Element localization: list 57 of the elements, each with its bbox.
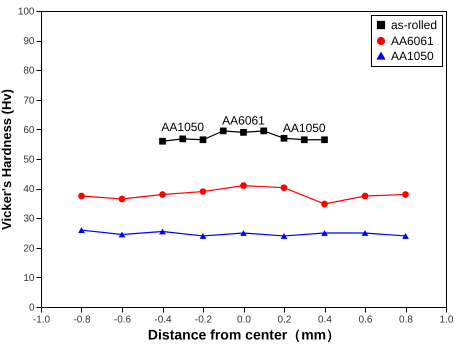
y-tick-label: 90 — [23, 36, 35, 48]
point — [321, 230, 328, 236]
point — [159, 138, 166, 145]
y-tick-label: 50 — [23, 154, 35, 166]
y-tick-label: 40 — [23, 184, 35, 196]
point — [402, 191, 409, 198]
point — [260, 128, 268, 134]
x-tick-label: 0.4 — [318, 314, 332, 326]
x-tick-label: 0.0 — [237, 314, 252, 326]
x-tick-label: -0.8 — [73, 314, 92, 326]
y-axis-title: Vicker's Hardness (Hv) — [0, 89, 14, 230]
annotation: AA1050 — [282, 120, 326, 135]
x-tick-label: -0.4 — [154, 314, 172, 326]
annotation: AA1050 — [161, 120, 204, 134]
point — [280, 134, 288, 142]
x-tick-label: 0.8 — [399, 314, 414, 326]
point — [200, 233, 206, 239]
annotation: AA6061 — [222, 113, 266, 128]
point — [78, 227, 85, 233]
y-tick-label: 10 — [23, 272, 35, 284]
point — [240, 129, 247, 136]
point — [78, 192, 85, 200]
legend-label: AA6061 — [391, 34, 434, 48]
legend-label: AA1050 — [391, 49, 434, 63]
y-tick-label: 30 — [23, 214, 35, 225]
y-tick-label: 70 — [23, 95, 35, 106]
y-tick-label: 100 — [18, 6, 35, 18]
point — [362, 192, 368, 200]
point — [300, 136, 308, 144]
x-tick-label: -1.0 — [32, 314, 51, 326]
point — [159, 228, 166, 234]
x-tick-label: 1.0 — [440, 314, 454, 326]
x-tick-label: -0.2 — [194, 314, 213, 326]
x-tick-label: 0.2 — [278, 314, 292, 326]
y-tick-label: 20 — [23, 243, 35, 254]
x-axis-title: Distance from center（mm） — [148, 326, 340, 342]
point — [321, 200, 328, 208]
point — [159, 191, 166, 198]
y-tick-label: 80 — [23, 66, 35, 77]
point — [402, 233, 409, 239]
point — [179, 136, 186, 142]
point — [118, 232, 126, 238]
x-tick-label: 0.6 — [358, 314, 373, 326]
point — [280, 233, 288, 239]
point — [280, 184, 288, 192]
point — [362, 230, 368, 236]
point — [200, 136, 206, 144]
point — [240, 230, 247, 236]
point — [321, 136, 328, 144]
legend-label: as-rolled — [391, 18, 438, 32]
point — [240, 182, 247, 189]
x-tick-label: -0.6 — [114, 314, 132, 326]
point — [220, 128, 227, 134]
y-tick-label: 0 — [28, 302, 35, 314]
y-tick-label: 60 — [23, 124, 35, 136]
point — [118, 196, 126, 202]
point — [200, 188, 206, 195]
